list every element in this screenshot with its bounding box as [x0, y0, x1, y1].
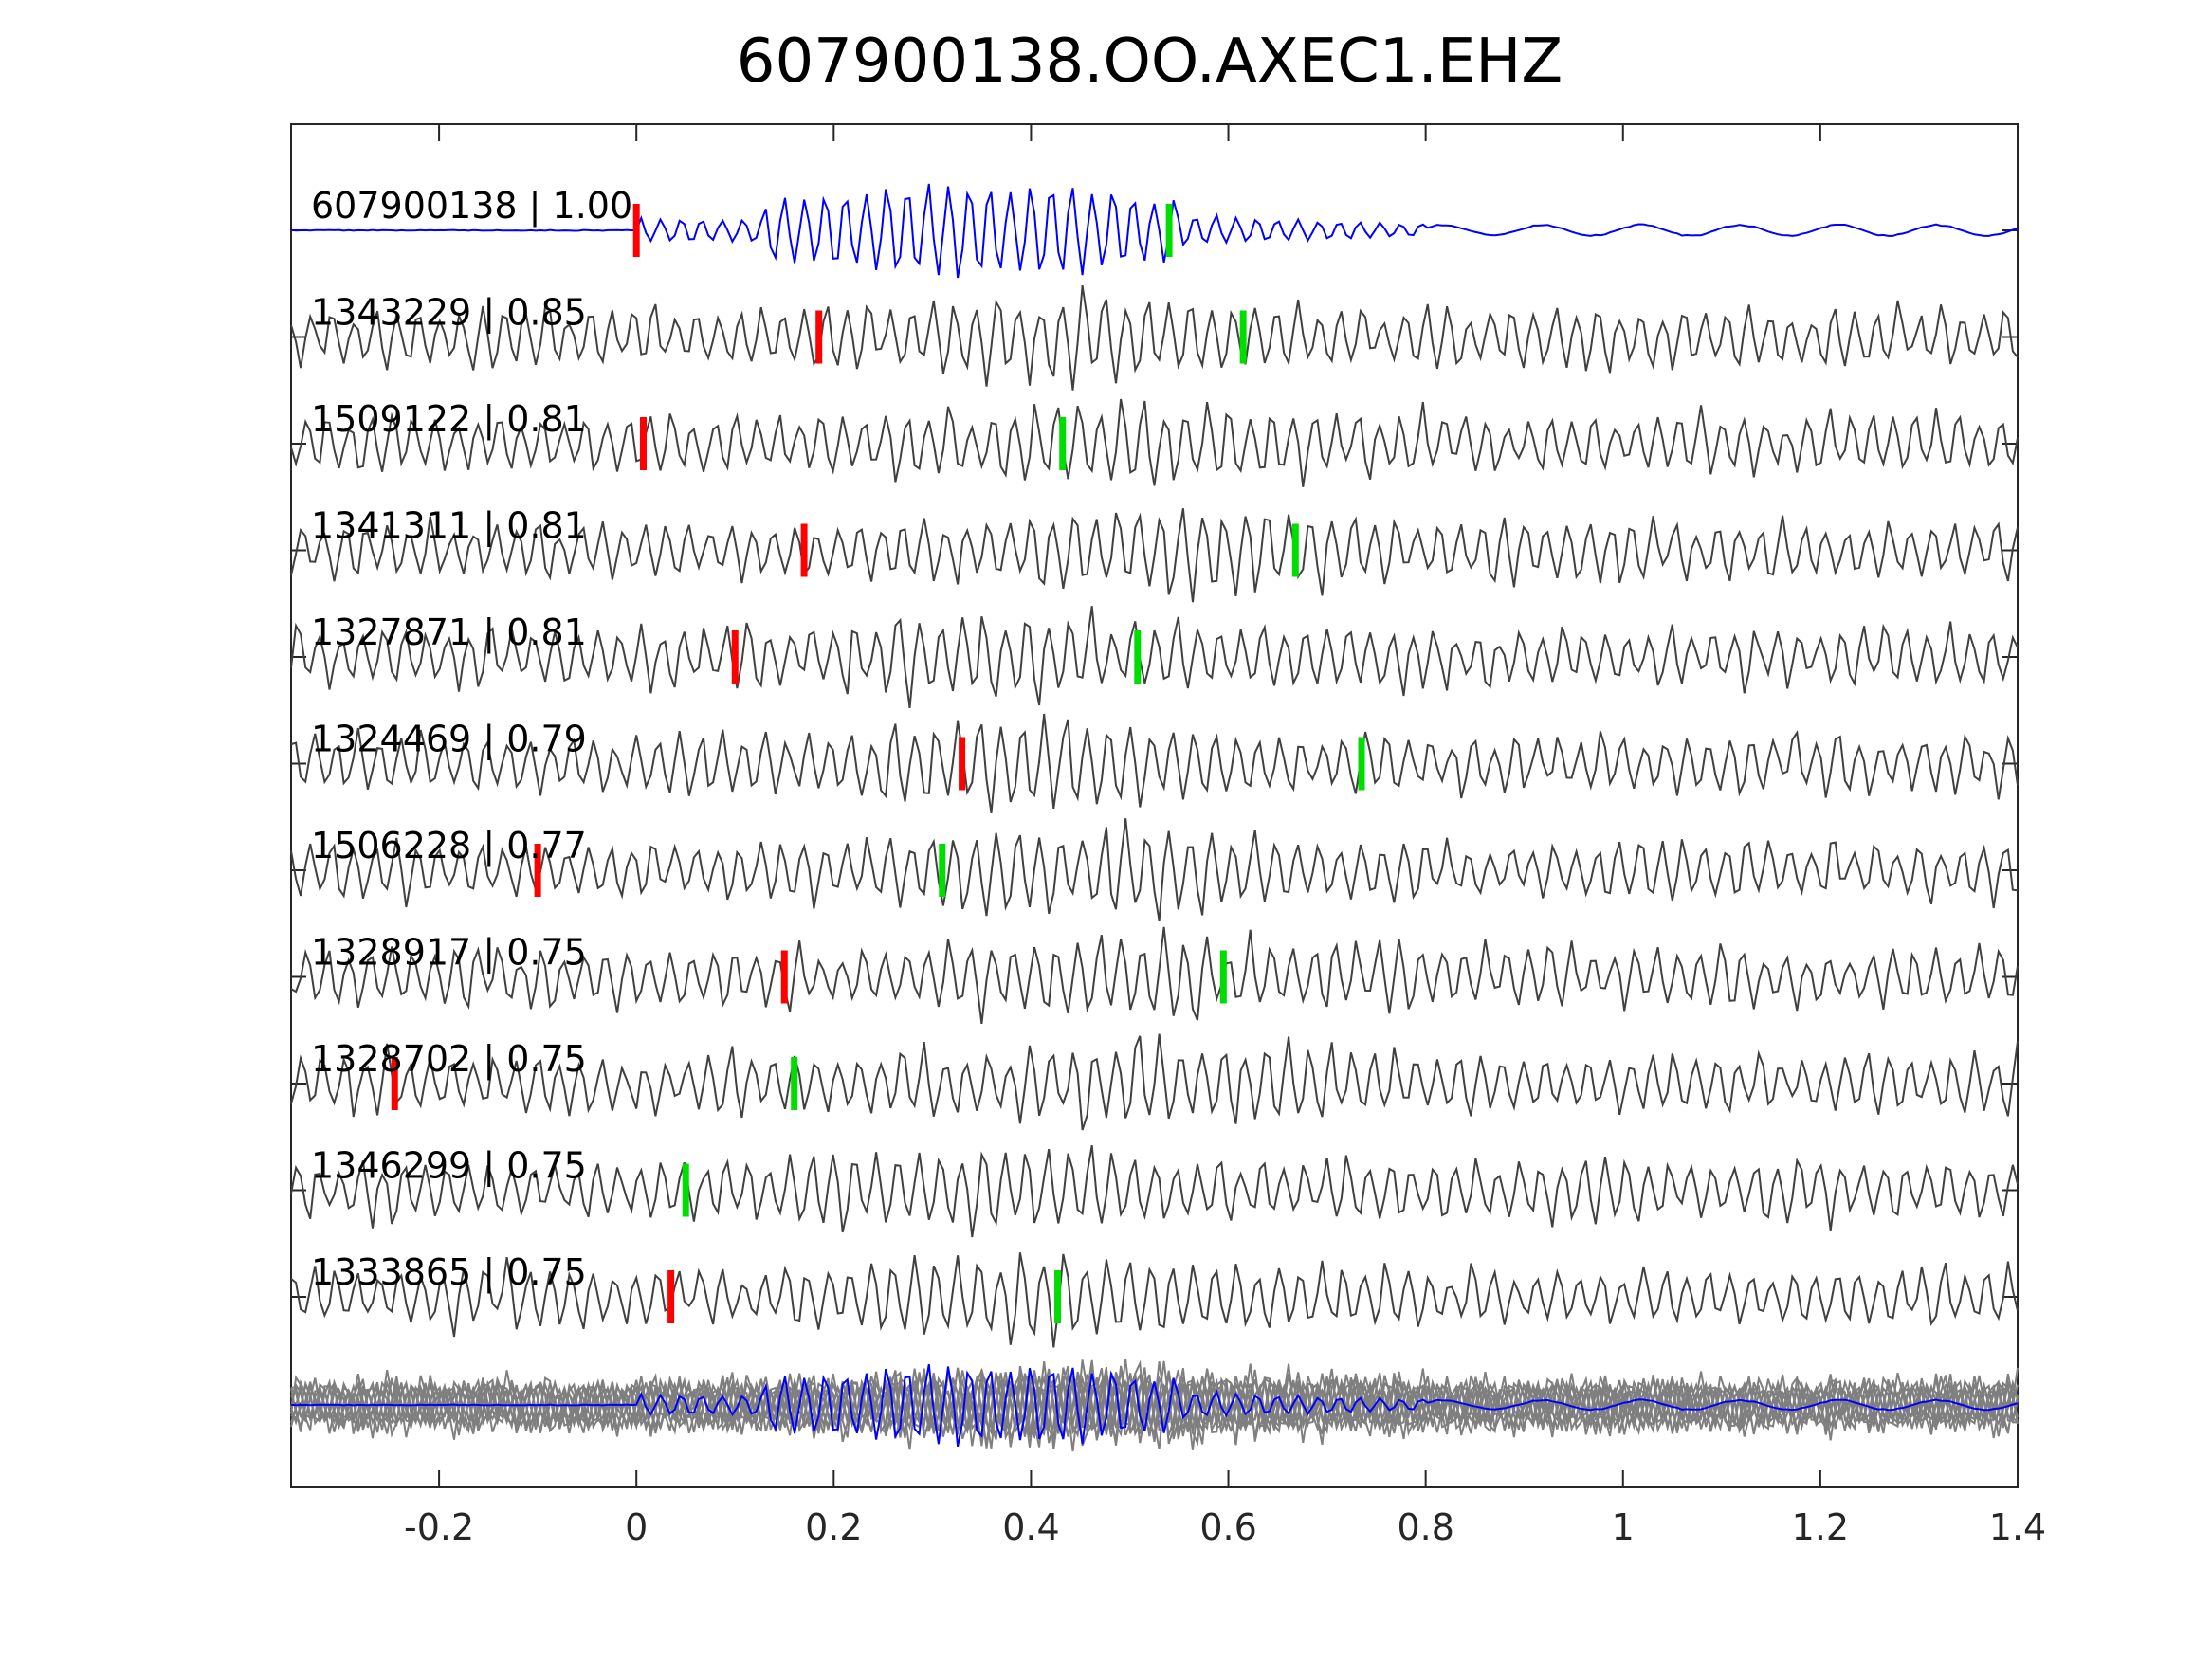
trace-label: 1327871 | 0.81: [311, 611, 587, 654]
axes-frame: [290, 123, 2019, 1488]
trace-label: 1328702 | 0.75: [311, 1038, 587, 1081]
x-tick-label: 1.2: [1792, 1506, 1849, 1548]
x-tick-label: 0.6: [1199, 1506, 1256, 1548]
trace-label: 1328917 | 0.75: [311, 932, 587, 975]
trace-line: [290, 508, 2019, 603]
trace-line: [290, 926, 2019, 1025]
trace-line: [290, 1033, 2019, 1131]
x-tick-label: 0: [625, 1506, 648, 1548]
stack-trace-line: [290, 1359, 2019, 1447]
trace-line: [290, 284, 2019, 391]
stack-trace-line: [290, 1365, 2019, 1449]
x-tick-label: -0.2: [404, 1506, 474, 1548]
trace-label: 1333865 | 0.75: [311, 1251, 587, 1294]
x-tick-label: 0.2: [805, 1506, 862, 1548]
trace-label: 1324469 | 0.79: [311, 719, 587, 761]
trace-line: [290, 1145, 2019, 1238]
trace-label: 1509122 | 0.81: [311, 398, 587, 441]
chart-title: 607900138.OO.AXEC1.EHZ: [736, 27, 1563, 97]
stack-trace-line: [290, 1363, 2019, 1447]
trace-label: 1341311 | 0.81: [311, 505, 587, 548]
trace-line: [290, 713, 2019, 814]
x-tick-label: 1.4: [1989, 1506, 2046, 1548]
trace-label: 1346299 | 0.75: [311, 1145, 587, 1188]
trace-label: 607900138 | 1.00: [311, 185, 632, 228]
trace-line: [290, 818, 2019, 921]
trace-label: 1506228 | 0.77: [311, 825, 587, 867]
trace-line: [290, 398, 2019, 487]
plot-area: -0.2 0 0.2 0.4 0.6 0.8 1 1.2 1.4 607900138 | 1.00…: [290, 123, 2046, 1548]
x-tick-label: 0.4: [1002, 1506, 1059, 1548]
x-tick-label: 1: [1612, 1506, 1635, 1548]
trace-label: 1343229 | 0.85: [311, 292, 587, 335]
x-tick-label: 0.8: [1397, 1506, 1453, 1548]
trace-line: [290, 1252, 2019, 1348]
trace-line: [290, 183, 2019, 279]
trace-line: [290, 606, 2019, 709]
stack-trace-line: [290, 1358, 2019, 1449]
